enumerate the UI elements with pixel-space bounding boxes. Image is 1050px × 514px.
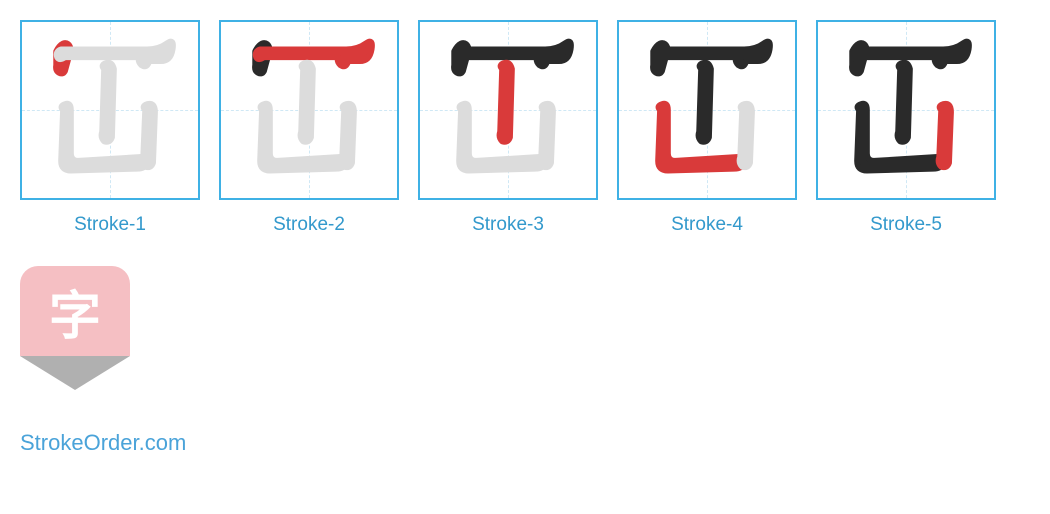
stroke-box bbox=[816, 20, 996, 200]
stroke-item: Stroke-2 bbox=[219, 20, 399, 236]
stroke-row: Stroke-1 Stroke-2 Stroke-3 Stroke-4 Stroke-5 bbox=[20, 20, 1030, 236]
stroke-item: Stroke-4 bbox=[617, 20, 797, 236]
stroke-item: Stroke-5 bbox=[816, 20, 996, 236]
stroke-item: Stroke-1 bbox=[20, 20, 200, 236]
character-glyph bbox=[818, 22, 994, 198]
logo-row: 字 bbox=[20, 266, 1030, 390]
site-name: StrokeOrder.com bbox=[20, 430, 1030, 456]
site-logo: 字 bbox=[20, 266, 130, 390]
character-glyph bbox=[619, 22, 795, 198]
stroke-item: Stroke-3 bbox=[418, 20, 598, 236]
stroke-box bbox=[20, 20, 200, 200]
logo-character: 字 bbox=[49, 274, 101, 349]
character-glyph bbox=[22, 22, 198, 198]
stroke-label: Stroke-1 bbox=[74, 214, 146, 236]
stroke-label: Stroke-4 bbox=[671, 214, 743, 236]
stroke-label: Stroke-2 bbox=[273, 214, 345, 236]
stroke-box bbox=[219, 20, 399, 200]
logo-body: 字 bbox=[20, 266, 130, 356]
stroke-label: Stroke-3 bbox=[472, 214, 544, 236]
character-glyph bbox=[221, 22, 397, 198]
stroke-box bbox=[418, 20, 598, 200]
pencil-tip-icon bbox=[20, 356, 130, 390]
character-glyph bbox=[420, 22, 596, 198]
stroke-box bbox=[617, 20, 797, 200]
stroke-label: Stroke-5 bbox=[870, 214, 942, 236]
